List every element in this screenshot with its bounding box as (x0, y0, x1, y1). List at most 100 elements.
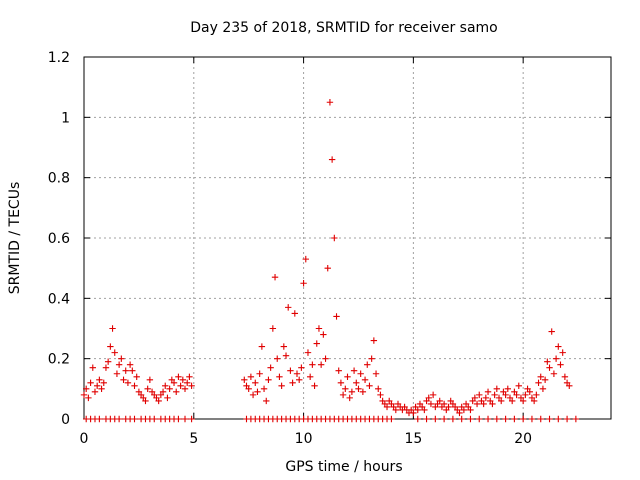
data-point (436, 397, 443, 405)
data-point (82, 385, 90, 393)
data-point (151, 415, 158, 423)
data-point (339, 391, 347, 399)
data-point (533, 391, 540, 399)
data-point (87, 379, 94, 386)
data-point (572, 415, 580, 423)
data-point (544, 358, 551, 365)
data-point (546, 415, 553, 423)
data-point (252, 379, 259, 386)
data-point (467, 415, 474, 423)
data-point (188, 382, 195, 390)
data-point (265, 376, 272, 383)
data-point (285, 304, 292, 311)
x-axis-label: GPS time / hours (285, 459, 402, 475)
data-point (493, 415, 501, 423)
data-point (260, 385, 268, 393)
data-point (129, 367, 136, 374)
data-point (392, 406, 400, 414)
data-point (498, 397, 505, 405)
data-point (164, 394, 171, 402)
data-point (126, 361, 134, 368)
data-point (460, 406, 468, 414)
data-point (80, 391, 88, 399)
data-point (93, 382, 101, 390)
data-point (328, 156, 336, 163)
data-point (320, 331, 327, 338)
data-point (476, 415, 483, 423)
data-point (471, 394, 479, 402)
data-point (559, 349, 566, 356)
data-point (155, 397, 162, 405)
data-point (519, 397, 527, 405)
data-point (120, 376, 127, 383)
data-point (482, 394, 490, 402)
data-point (537, 415, 544, 423)
data-point (263, 397, 270, 405)
data-point (118, 355, 125, 362)
data-point (350, 367, 358, 374)
data-point (96, 376, 103, 383)
data-point (364, 361, 371, 368)
data-point (449, 415, 457, 423)
x-tick-label: 15 (404, 431, 422, 447)
data-point (324, 264, 331, 272)
data-point (245, 385, 252, 393)
data-point (502, 415, 509, 423)
data-point (289, 379, 296, 386)
data-point (519, 415, 527, 423)
data-point (102, 364, 110, 371)
data-point (530, 397, 538, 405)
data-point (456, 409, 463, 417)
data-point (109, 325, 116, 332)
data-point (295, 376, 303, 383)
data-point (414, 406, 421, 414)
data-point (280, 343, 288, 350)
data-point (144, 385, 151, 393)
data-point (179, 376, 187, 383)
data-point (124, 379, 132, 386)
data-point (366, 382, 373, 390)
data-point (113, 370, 121, 377)
data-point (313, 340, 320, 347)
data-point (107, 343, 114, 350)
data-point (100, 379, 107, 386)
y-tick-label: 0.2 (48, 352, 70, 368)
data-point (271, 274, 279, 281)
data-point (423, 415, 430, 423)
data-point (425, 394, 432, 402)
data-point (484, 388, 492, 396)
data-point (181, 415, 189, 423)
y-tick-label: 0.8 (48, 171, 70, 187)
data-point (311, 382, 318, 390)
data-point (258, 343, 266, 350)
data-point (291, 310, 298, 317)
data-point (480, 400, 487, 408)
data-point (414, 415, 421, 423)
data-point (467, 406, 474, 414)
data-point (355, 385, 362, 393)
data-point (515, 382, 522, 390)
data-point (317, 361, 325, 368)
data-point (184, 379, 191, 386)
data-point (410, 409, 417, 417)
data-points (80, 99, 580, 423)
x-tick-label: 10 (295, 431, 313, 447)
data-point (269, 325, 277, 332)
data-point (131, 382, 138, 390)
data-point (555, 415, 562, 423)
data-point (555, 343, 562, 350)
data-point (278, 382, 285, 390)
data-point (337, 379, 345, 386)
data-point (293, 370, 301, 377)
x-tick-label: 20 (514, 431, 532, 447)
data-point (346, 394, 353, 402)
data-point (335, 367, 342, 374)
data-point (344, 373, 351, 380)
grid (84, 57, 611, 419)
data-point (162, 382, 169, 390)
data-point (504, 385, 511, 393)
data-point (282, 352, 290, 359)
x-tick-label: 5 (189, 431, 198, 447)
data-point (440, 400, 448, 408)
